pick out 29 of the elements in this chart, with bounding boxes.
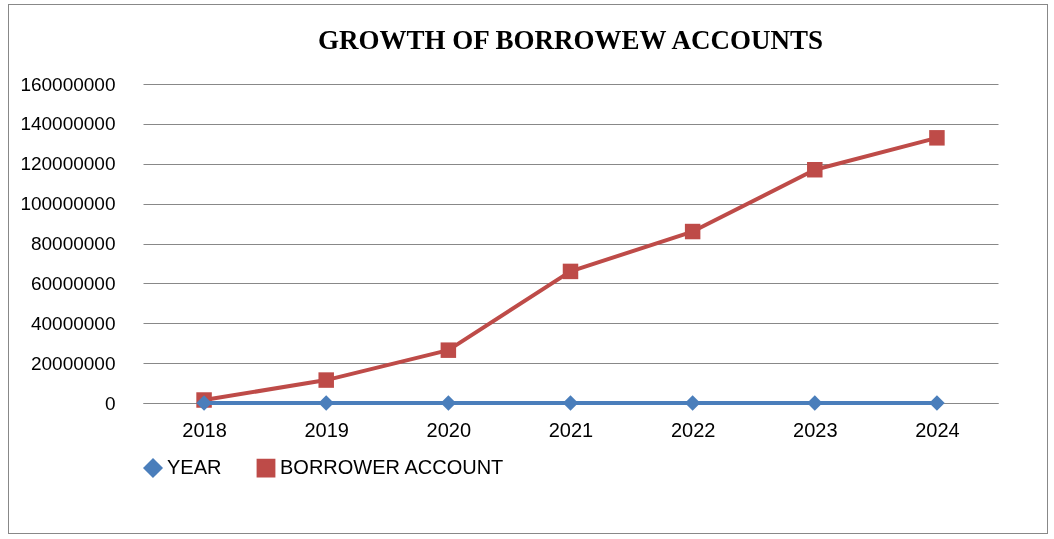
x-tick-label: 2024 [915,418,960,441]
y-tick-label: 80000000 [30,233,116,254]
chart-title: GROWTH OF BORROWEW ACCOUNTS [318,25,823,55]
point [562,263,579,280]
y-tick-label: 20000000 [30,352,116,374]
legend-label: BORROWER ACCOUNT [280,456,504,479]
x-tick-label: 2019 [304,418,349,441]
point [318,372,334,388]
y-tick-label: 140000000 [20,113,116,135]
point [929,130,945,146]
y-tick-label: 0 [104,392,116,414]
y-tick-label: 60000000 [30,272,116,294]
y-tick-label: 160000000 [20,73,116,95]
point [440,342,457,358]
y-tick-label: 120000000 [20,153,116,175]
point [684,223,701,240]
point [562,395,579,411]
x-tick-label: 2022 [670,418,716,441]
x-tick-label: 2020 [426,418,472,441]
y-tick-label: 100000000 [20,193,116,215]
x-tick-label: 2021 [548,418,594,441]
legend-label: YEAR [167,456,222,479]
point [318,395,334,411]
x-tick-label: 2023 [793,418,838,441]
point [807,395,823,411]
y-tick-label: 40000000 [30,312,116,334]
point [929,395,945,411]
point [807,161,823,178]
x-tick-label: 2018 [182,418,227,441]
